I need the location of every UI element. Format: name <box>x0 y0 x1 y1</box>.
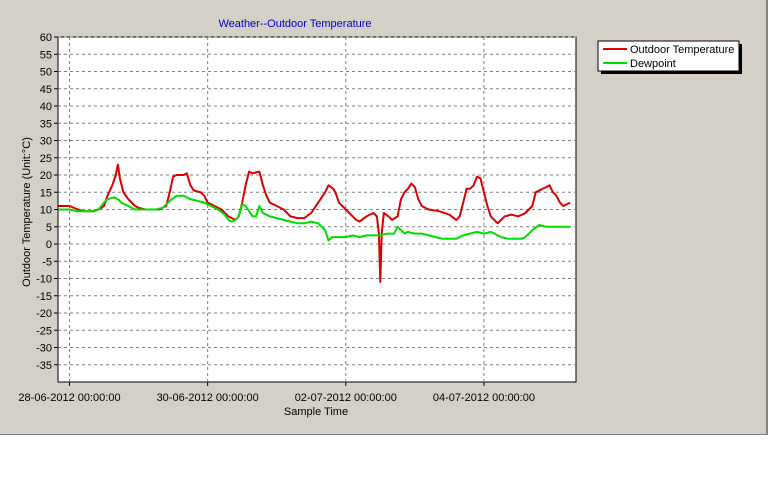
x-ticks: 28-06-2012 00:00:00 30-06-2012 00:00:00 02… <box>18 382 535 404</box>
y-tick-label: 25 <box>40 153 52 165</box>
series-line-dewpoint <box>58 194 571 242</box>
x-tick-label: 02-07-2012 00:00:00 <box>295 392 397 404</box>
x-tick-label: 30-06-2012 00:00:00 <box>157 392 259 404</box>
legend: Outdoor Temperature Dewpoint <box>597 40 742 74</box>
y-tick-label: 15 <box>40 187 52 199</box>
y-tick-label: -15 <box>36 291 52 303</box>
y-tick-label: -25 <box>36 325 52 337</box>
y-tick-label: 55 <box>40 49 52 61</box>
y-tick-label: 10 <box>40 205 52 217</box>
y-ticks: 605550454035302520151050-5-10-15-20-25-3… <box>36 32 58 372</box>
y-tick-label: 50 <box>40 67 52 79</box>
legend-box <box>597 40 740 72</box>
x-tick-label: 04-07-2012 00:00:00 <box>433 392 535 404</box>
y-axis-label: Outdoor Temperature (Unit:°C) <box>21 137 33 287</box>
grid <box>58 36 576 382</box>
y-tick-label: -10 <box>36 274 52 286</box>
legend-label-temperature: Outdoor Temperature <box>630 44 734 56</box>
y-tick-label: 40 <box>40 101 52 113</box>
y-tick-label: -35 <box>36 360 52 372</box>
y-tick-label: 30 <box>40 136 52 148</box>
y-tick-label: -30 <box>36 343 52 355</box>
y-tick-label: 45 <box>40 84 52 96</box>
series-lines <box>58 163 571 283</box>
y-tick-label: -5 <box>42 256 52 268</box>
x-axis-label: Sample Time <box>284 406 348 418</box>
y-tick-label: 20 <box>40 170 52 182</box>
y-tick-label: 35 <box>40 118 52 130</box>
legend-label-dewpoint: Dewpoint <box>630 58 676 70</box>
y-tick-label: 0 <box>46 239 52 251</box>
chart-title: Weather--Outdoor Temperature <box>218 18 371 30</box>
y-tick-label: 5 <box>46 222 52 234</box>
x-tick-label: 28-06-2012 00:00:00 <box>18 392 120 404</box>
y-tick-label: 60 <box>40 32 52 44</box>
y-tick-label: -20 <box>36 308 52 320</box>
